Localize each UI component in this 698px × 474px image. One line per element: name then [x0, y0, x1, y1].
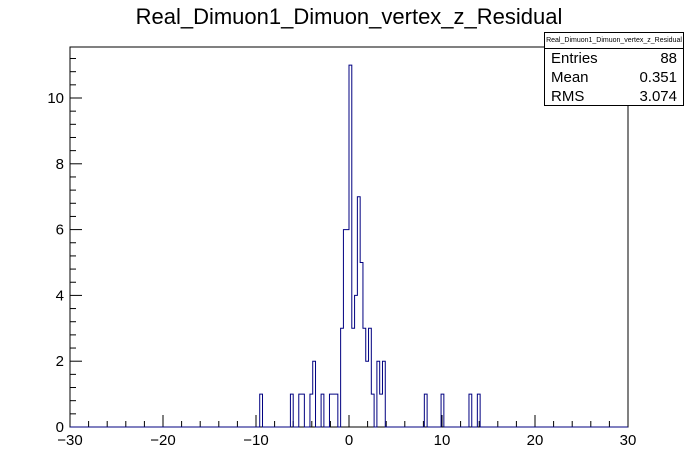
histogram-bin: [332, 394, 335, 427]
x-tick-label: 0: [345, 432, 353, 449]
y-tick-label: 8: [56, 156, 64, 173]
x-tick-label: −30: [57, 432, 82, 449]
stats-mean-row: Mean 0.351: [545, 68, 683, 87]
stats-mean-label: Mean: [551, 69, 589, 86]
histogram-bin: [380, 394, 383, 427]
y-tick-label: 10: [47, 90, 64, 107]
stats-box-title: Real_Dimuon1_Dimuon_vertex_z_Residual: [545, 33, 683, 49]
x-tick-label: 30: [620, 432, 637, 449]
stats-entries-value: 88: [660, 50, 677, 67]
y-tick-label: 0: [56, 419, 64, 436]
stats-entries-label: Entries: [551, 50, 598, 67]
stats-box: Real_Dimuon1_Dimuon_vertex_z_Residual En…: [544, 32, 684, 106]
y-tick-label: 4: [56, 287, 64, 304]
histogram-bin: [346, 230, 349, 427]
x-tick-label: −20: [150, 432, 175, 449]
histogram-outline: [70, 64, 628, 428]
y-tick-label: 2: [56, 353, 64, 370]
x-tick-label: 10: [434, 432, 451, 449]
stats-rms-label: RMS: [551, 88, 585, 105]
chart-title: Real_Dimuon1_Dimuon_vertex_z_Residual: [135, 4, 563, 29]
stats-rms-value: 3.074: [639, 88, 677, 105]
stats-entries-row: Entries 88: [545, 49, 683, 68]
x-tick-label: 20: [527, 432, 544, 449]
histogram-bin: [366, 361, 369, 427]
axes: [69, 46, 629, 428]
stats-mean-value: 0.351: [639, 69, 677, 86]
stats-rms-row: RMS 3.074: [545, 87, 683, 106]
tick-labels: −30 −20 −10 0 10 20 30 0 2 4 6 8 10: [47, 90, 636, 449]
y-tick-label: 6: [56, 222, 64, 239]
histogram-bin: [352, 328, 355, 427]
x-tick-label: −10: [243, 432, 268, 449]
